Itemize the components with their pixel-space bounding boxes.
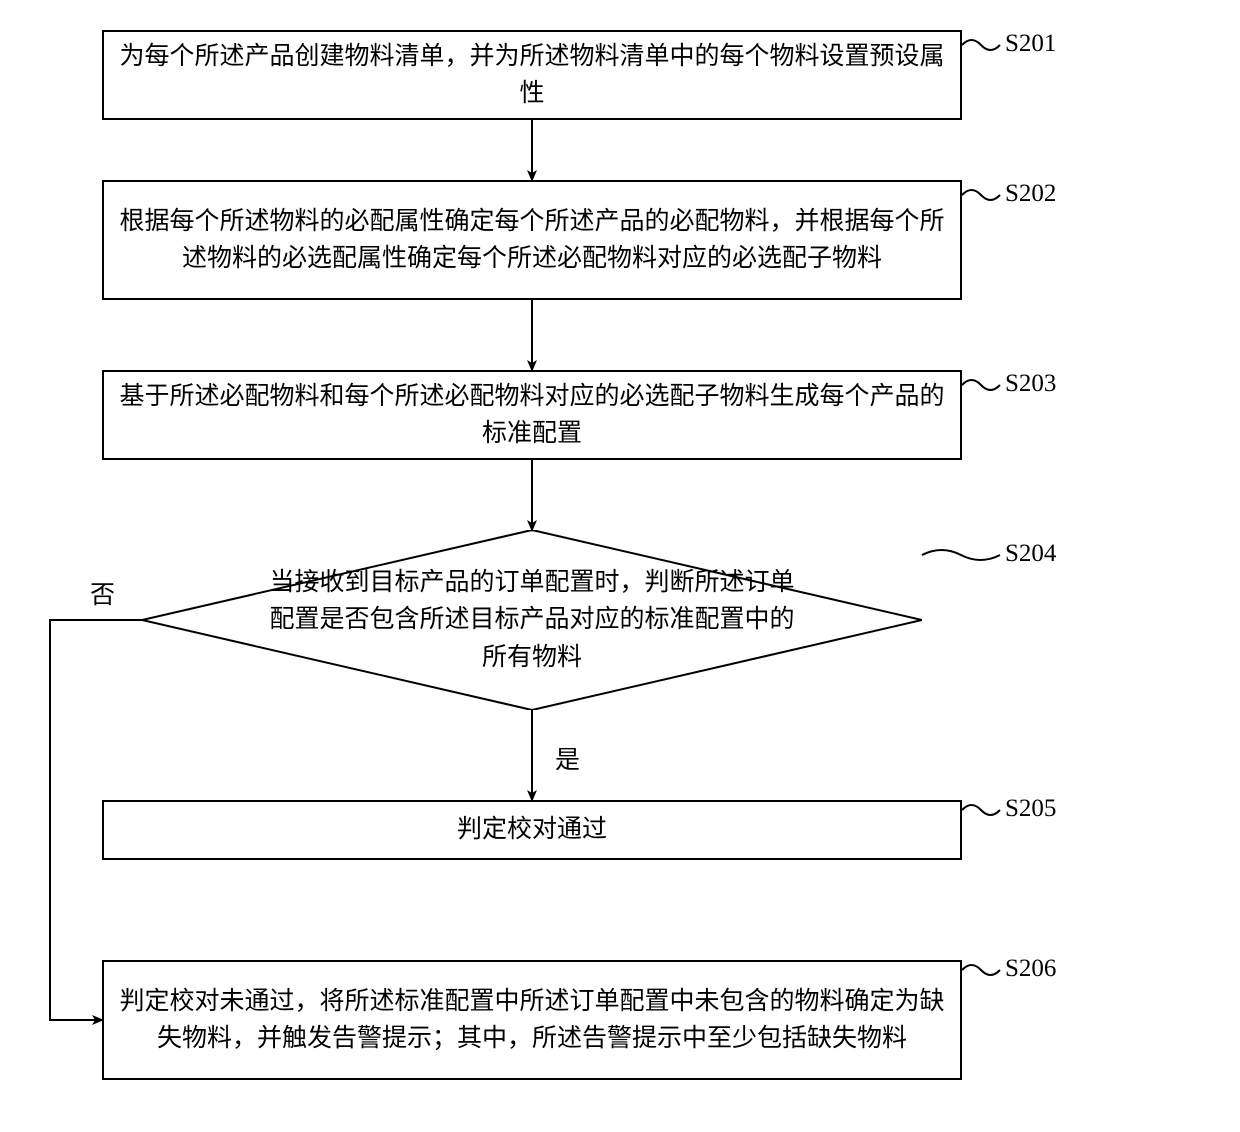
flow-step-text: 判定校对通过: [457, 811, 607, 849]
flow-step-text: 为每个所述产品创建物料清单，并为所述物料清单中的每个物料设置预设属性: [116, 38, 948, 113]
flow-step-text: 判定校对未通过，将所述标准配置中所述订单配置中未包含的物料确定为缺失物料，并触发…: [116, 983, 948, 1058]
flow-step-s201: 为每个所述产品创建物料清单，并为所述物料清单中的每个物料设置预设属性: [102, 30, 962, 120]
flow-step-s202: 根据每个所述物料的必配属性确定每个所述产品的必配物料，并根据每个所述物料的必选配…: [102, 180, 962, 300]
squiggle-connector-4: [962, 805, 1000, 815]
squiggle-connector-2: [962, 380, 1000, 390]
flow-decision-s204: 当接收到目标产品的订单配置时，判断所述订单配置是否包含所述目标产品对应的标准配置…: [142, 530, 922, 710]
edge-label-yes: 是: [555, 740, 580, 776]
step-label-s203: S203: [1005, 370, 1056, 398]
flow-step-s206: 判定校对未通过，将所述标准配置中所述订单配置中未包含的物料确定为缺失物料，并触发…: [102, 960, 962, 1080]
step-label-s201: S201: [1005, 30, 1056, 58]
flowchart-canvas: 为每个所述产品创建物料清单，并为所述物料清单中的每个物料设置预设属性 S201 根据…: [0, 0, 1240, 1132]
flow-step-s205: 判定校对通过: [102, 800, 962, 860]
squiggle-connector-3: [922, 550, 1000, 560]
step-label-s206: S206: [1005, 955, 1056, 983]
squiggle-connector-5: [962, 965, 1000, 975]
step-label-s202: S202: [1005, 180, 1056, 208]
flow-step-s203: 基于所述必配物料和每个所述必配物料对应的必选配子物料生成每个产品的标准配置: [102, 370, 962, 460]
flow-step-text: 根据每个所述物料的必配属性确定每个所述产品的必配物料，并根据每个所述物料的必选配…: [116, 203, 948, 278]
squiggle-connector-1: [962, 190, 1000, 200]
squiggle-connector-0: [962, 40, 1000, 50]
flow-step-text: 基于所述必配物料和每个所述必配物料对应的必选配子物料生成每个产品的标准配置: [116, 378, 948, 453]
step-label-s204: S204: [1005, 540, 1056, 568]
edge-label-no: 否: [90, 575, 115, 611]
step-label-s205: S205: [1005, 795, 1056, 823]
flow-decision-text: 当接收到目标产品的订单配置时，判断所述订单配置是否包含所述目标产品对应的标准配置…: [259, 564, 805, 677]
